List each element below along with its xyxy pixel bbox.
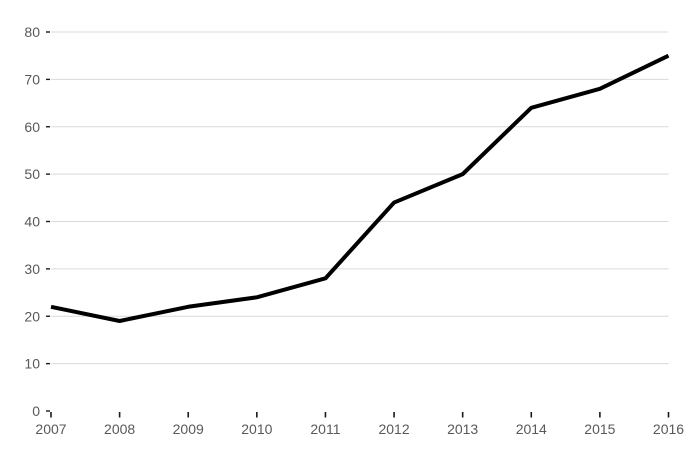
x-axis-tick-label-2014: 2014 — [516, 421, 547, 437]
x-axis-tick-label-2013: 2013 — [447, 421, 478, 437]
y-axis-tick-label-50: 50 — [24, 166, 40, 182]
x-axis-tick-label-2010: 2010 — [241, 421, 272, 437]
x-axis-tick-label-2009: 2009 — [173, 421, 204, 437]
x-axis-tick-label-2015: 2015 — [584, 421, 615, 437]
y-axis-tick-label-80: 80 — [24, 24, 40, 40]
y-axis-tick-label-30: 30 — [24, 261, 40, 277]
series-line-series-1 — [50, 53, 670, 323]
x-axis-tick-label-2012: 2012 — [378, 421, 409, 437]
y-axis-tick-label-70: 70 — [24, 71, 40, 87]
x-axis-tick-label-2011: 2011 — [310, 421, 340, 437]
y-axis-tick-label-20: 20 — [24, 308, 40, 324]
y-axis-tick-label-60: 60 — [24, 119, 40, 135]
y-axis-tick-label-10: 10 — [24, 356, 40, 372]
x-axis-tick-label-2007: 2007 — [35, 421, 66, 437]
y-axis-tick-label-0: 0 — [32, 403, 40, 419]
y-axis-tick-label-40: 40 — [24, 214, 40, 230]
x-axis-tick-label-2016: 2016 — [653, 421, 684, 437]
x-axis-tick-label-2008: 2008 — [104, 421, 135, 437]
